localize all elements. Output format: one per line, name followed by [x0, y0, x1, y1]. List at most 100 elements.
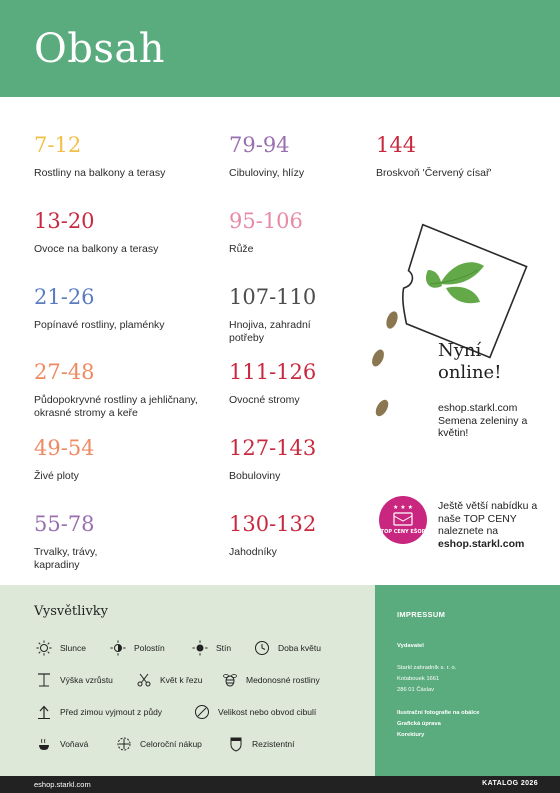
toc-label: Cibuloviny, hlízy: [229, 167, 305, 179]
sun-icon: [36, 640, 52, 656]
seed-shape: [386, 311, 398, 329]
toc-page-range: 111-126: [229, 360, 317, 384]
toc-page-range: 130-132: [229, 512, 317, 536]
toc-label: Bobuloviny: [229, 470, 281, 482]
legend-item: Výška vzrůstu: [36, 671, 113, 689]
toc-label: Trvalky, trávy, kapradiny: [34, 546, 98, 571]
promo-body: Ještě větší nabídku a naše TOP CENY nale…: [438, 500, 538, 537]
footer-url[interactable]: eshop.starkl.com: [34, 780, 91, 789]
resistant-icon: [230, 737, 242, 752]
toc-label: Hnojiva, zahradní potřeby: [229, 319, 311, 344]
online-title: Nyní online!: [438, 340, 502, 383]
legend-label: Rezistentní: [252, 739, 295, 749]
toc-page-range: 127-143: [229, 436, 317, 460]
toc-page-range: 7-12: [34, 133, 82, 157]
toc-label: Popínavé rostliny, plaménky: [34, 319, 165, 331]
seed-shape: [372, 349, 384, 367]
legend-label: Květ k řezu: [160, 675, 203, 685]
toc-entry[interactable]: 49-54 Živé ploty: [34, 436, 174, 483]
legend-item: Slunce: [36, 639, 86, 657]
toc-entry[interactable]: 21-26 Popínavé rostliny, plaménky: [34, 285, 174, 332]
promo-link[interactable]: eshop.starkl.com: [438, 537, 525, 550]
badge-graphic: ★ ★ ★: [393, 504, 413, 526]
legend-label: Medonosné rostliny: [246, 675, 320, 685]
toc-label: Živé ploty: [34, 470, 79, 482]
legend-label: Doba květu: [278, 643, 321, 653]
legend-label: Polostín: [134, 643, 165, 653]
legend-label: Voňavá: [60, 739, 89, 749]
legend-panel: Vysvětlivky Slunce Polostín Stín Doba kv…: [0, 585, 375, 776]
dig-up-icon: [38, 705, 50, 719]
toc-page-range: 79-94: [229, 133, 290, 157]
impressum-title: IMPRESSUM: [397, 610, 446, 619]
height-icon: [38, 673, 50, 687]
toc-label: Půdopokryvné rostliny a jehličnany, okra…: [34, 394, 198, 419]
shade-icon: [192, 640, 208, 656]
legend-item: Velikost nebo obvod cibulí: [194, 703, 316, 721]
toc-label: Jahodníky: [229, 546, 277, 558]
toc-page-range: 21-26: [34, 285, 95, 309]
toc-entry[interactable]: 130-132 Jahodníky: [229, 512, 369, 559]
toc-entry[interactable]: 95-106 Růže: [229, 209, 369, 256]
legend-label: Před zimou vyjmout z půdy: [60, 707, 163, 717]
toc-entry[interactable]: 144 Broskvoň 'Červený císař': [376, 133, 546, 180]
toc-page-range: 13-20: [34, 209, 95, 233]
scissors-icon: [137, 673, 151, 687]
toc-page-range: 55-78: [34, 512, 95, 536]
legend-item: Květ k řezu: [136, 671, 203, 689]
clock-icon: [255, 641, 269, 655]
company-name: Starkl zahradník s. r. o.: [397, 665, 457, 671]
badge-text: TOP CENY EŠOP: [380, 529, 426, 535]
leaf-icon: [425, 262, 484, 304]
top-ceny-badge: ★ ★ ★ TOP CENY EŠOP: [379, 496, 427, 544]
legend-title: Vysvětlivky: [34, 604, 109, 619]
legend-item: Medonosné rostliny: [222, 671, 320, 689]
publisher-label: Vydavatel: [397, 643, 424, 649]
toc-entry[interactable]: 13-20 Ovoce na balkony a terasy: [34, 209, 174, 256]
toc-page-range: 95-106: [229, 209, 303, 233]
half-shade-icon: [110, 640, 126, 656]
toc-page-range: 49-54: [34, 436, 95, 460]
page-header: Obsah: [0, 0, 560, 97]
legend-label: Výška vzrůstu: [60, 675, 113, 685]
svg-text:★ ★ ★: ★ ★ ★: [393, 504, 413, 511]
toc-entry[interactable]: 127-143 Bobuloviny: [229, 436, 369, 483]
photos-credit: Ilustrační fotografie na obálce: [397, 710, 480, 716]
legend-item: Polostín: [110, 639, 165, 657]
seed-shape: [375, 399, 389, 417]
toc-page-range: 27-48: [34, 360, 95, 384]
graphics-credit: Grafická úprava: [397, 721, 441, 727]
seed-packet-illustration: [372, 223, 528, 417]
toc-label: Ovoce na balkony a terasy: [34, 243, 159, 255]
legend-label: Celoroční nákup: [140, 739, 202, 749]
promo-text: Ještě větší nabídku a naše TOP CENY nale…: [438, 500, 553, 550]
legend-label: Velikost nebo obvod cibulí: [218, 707, 317, 717]
proofreading-credit: Korektury: [397, 732, 425, 738]
toc-entry[interactable]: 7-12 Rostliny na balkony a terasy: [34, 133, 174, 180]
impressum-panel: IMPRESSUM Vydavatel Starkl zahradník s. …: [375, 585, 560, 776]
legend-item: Voňavá: [36, 735, 88, 753]
legend-item: Doba květu: [254, 639, 321, 657]
bulb-size-icon: [195, 705, 209, 719]
toc-entry[interactable]: 79-94 Cibuloviny, hlízy: [229, 133, 369, 180]
toc-entry[interactable]: 111-126 Ovocné stromy: [229, 360, 369, 407]
toc-entry[interactable]: 107-110 Hnojiva, zahradní potřeby: [229, 285, 329, 344]
toc-label: Broskvoň 'Červený císař': [376, 167, 492, 179]
toc-entry[interactable]: 55-78 Trvalky, trávy, kapradiny: [34, 512, 124, 571]
company-street: Kotabouek 1661: [397, 676, 440, 682]
legend-item: Celoroční nákup: [116, 735, 202, 753]
page-footer: eshop.starkl.com KATALOG 2026: [0, 776, 560, 793]
toc-label: Růže: [229, 243, 254, 255]
toc-entry[interactable]: 27-48 Půdopokryvné rostliny a jehličnany…: [34, 360, 199, 419]
page-title: Obsah: [34, 26, 166, 72]
footer-catalog: KATALOG 2026: [482, 780, 538, 787]
legend-label: Slunce: [60, 643, 86, 653]
legend-label: Stín: [216, 643, 232, 653]
fragrance-icon: [39, 738, 49, 750]
legend-item: Stín: [192, 639, 231, 657]
online-text[interactable]: eshop.starkl.com Semena zeleniny a květi…: [438, 402, 528, 439]
company-city: 286 01 Čáslav: [397, 687, 435, 693]
bee-icon: [223, 674, 237, 687]
toc-page-range: 144: [376, 133, 417, 157]
toc-label: Ovocné stromy: [229, 394, 300, 406]
